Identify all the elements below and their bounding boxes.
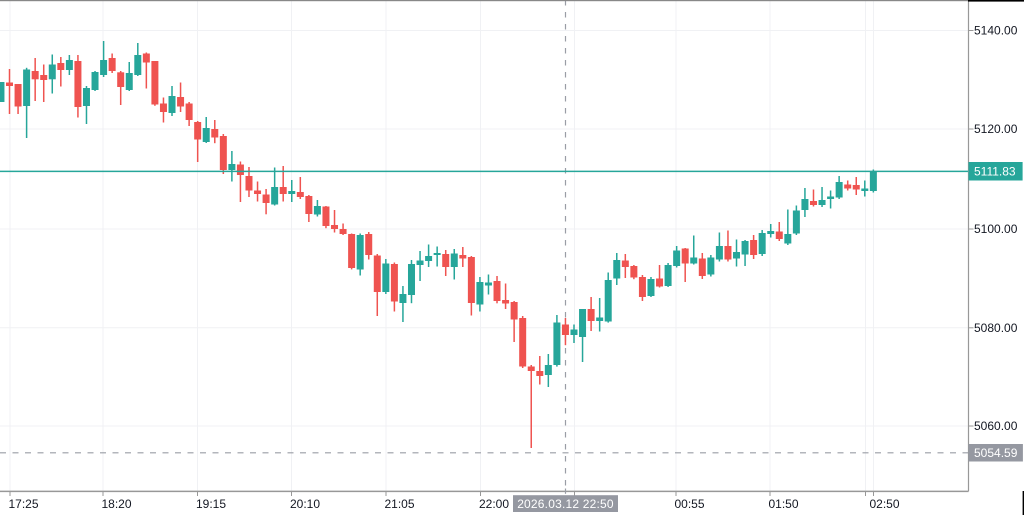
svg-text:5111.83: 5111.83 <box>974 165 1016 179</box>
svg-text:18:20: 18:20 <box>102 497 132 511</box>
svg-text:20:10: 20:10 <box>290 497 320 511</box>
svg-text:02:50: 02:50 <box>870 497 900 511</box>
svg-text:17:25: 17:25 <box>9 497 39 511</box>
svg-text:5100.00: 5100.00 <box>974 222 1018 236</box>
svg-text:5060.00: 5060.00 <box>974 419 1018 433</box>
svg-text:21:05: 21:05 <box>385 497 415 511</box>
svg-text:19:15: 19:15 <box>196 497 226 511</box>
svg-text:5120.00: 5120.00 <box>974 122 1018 136</box>
svg-text:5080.00: 5080.00 <box>974 321 1018 335</box>
svg-text:01:50: 01:50 <box>769 497 799 511</box>
svg-text:00:55: 00:55 <box>675 497 705 511</box>
svg-text:5140.00: 5140.00 <box>974 24 1018 38</box>
svg-text:22:00: 22:00 <box>479 497 509 511</box>
svg-text:2026.03.12 22:50: 2026.03.12 22:50 <box>517 497 614 511</box>
svg-text:5054.59: 5054.59 <box>974 446 1018 460</box>
